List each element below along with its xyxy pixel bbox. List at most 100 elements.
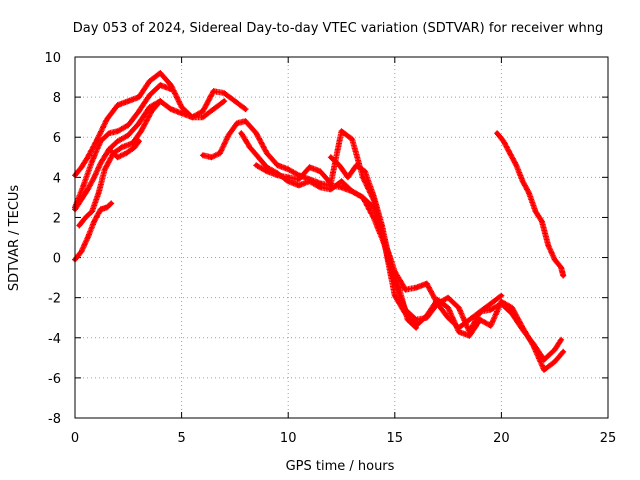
data-point [109, 201, 114, 206]
data-point [132, 145, 137, 150]
data-point [317, 169, 323, 174]
data-point [91, 219, 97, 224]
data-point [254, 163, 259, 168]
data-point [123, 151, 129, 156]
data-point [477, 309, 483, 314]
data-point [147, 78, 152, 84]
data-point [371, 193, 376, 198]
data-point [296, 177, 302, 182]
data-point [106, 147, 112, 152]
y-tick-label: -2 [48, 292, 61, 307]
data-point [286, 167, 291, 172]
data-point [136, 120, 142, 126]
data-point [494, 131, 500, 136]
data-point [499, 293, 504, 298]
y-tick-label: 2 [53, 211, 61, 226]
data-point [467, 317, 472, 322]
data-point [520, 179, 525, 184]
data-point [226, 133, 231, 138]
data-point [126, 133, 131, 138]
series-sat-j [327, 154, 420, 331]
chart-title: Day 053 of 2024, Sidereal Day-to-day VTE… [73, 21, 604, 36]
data-point [456, 329, 461, 334]
data-point [445, 295, 451, 300]
data-point [104, 116, 110, 122]
data-point [275, 163, 280, 168]
data-point [413, 285, 419, 290]
data-point [126, 122, 131, 128]
series-sat-e [76, 98, 164, 229]
data-point [243, 106, 248, 112]
y-tick-label: -4 [48, 332, 61, 347]
data-point [209, 155, 214, 160]
x-tick-label: 25 [600, 431, 617, 446]
data-point [456, 325, 461, 330]
data-point [388, 263, 393, 268]
data-point [264, 169, 270, 174]
data-point [79, 165, 84, 170]
series-sat-a [72, 70, 249, 179]
data-point [138, 129, 144, 134]
data-point [488, 301, 493, 306]
data-point [158, 82, 163, 88]
series-sat-k [494, 130, 567, 279]
data-point [392, 293, 397, 298]
data-point [222, 98, 227, 104]
x-tick-label: 15 [387, 431, 404, 446]
data-point [222, 90, 227, 96]
data-point [168, 106, 174, 112]
data-point [488, 323, 493, 328]
data-point [239, 131, 244, 136]
y-tick-label: -6 [48, 372, 61, 387]
y-tick-label: 4 [53, 171, 61, 186]
data-point [119, 145, 125, 150]
data-point [256, 155, 261, 160]
data-point [379, 223, 385, 228]
data-point [126, 98, 131, 104]
data-point [413, 325, 419, 330]
data-point [286, 175, 291, 180]
data-point [354, 163, 359, 168]
data-point [77, 223, 82, 228]
data-point [234, 120, 240, 126]
data-point [98, 207, 103, 212]
data-point [136, 139, 142, 144]
data-point [424, 313, 429, 318]
data-point [541, 367, 547, 373]
data-point [546, 243, 551, 248]
data-point [247, 145, 253, 150]
data-point [349, 189, 355, 194]
data-point [79, 197, 84, 202]
data-point [81, 183, 86, 188]
data-point [307, 179, 312, 184]
x-tick-label: 20 [493, 431, 510, 446]
data-point [509, 305, 515, 310]
data-point [149, 108, 154, 114]
series-sat-c [72, 98, 228, 213]
data-point [349, 137, 355, 142]
data-point [83, 215, 88, 220]
data-point [296, 183, 302, 188]
grid [75, 57, 608, 418]
data-point [104, 205, 110, 210]
data-point [396, 285, 402, 290]
plot-frame [74, 56, 609, 419]
data-point [520, 325, 525, 330]
data-point [200, 153, 206, 158]
data-point [558, 337, 564, 342]
data-point [362, 169, 368, 174]
data-point [158, 98, 163, 104]
data-point [552, 359, 557, 365]
data-point [317, 185, 323, 190]
data-point [328, 181, 334, 186]
data-point [211, 88, 216, 94]
data-point [98, 161, 103, 166]
x-axis-label: GPS time / hours [286, 459, 395, 474]
data-point [254, 131, 259, 136]
y-tick-label: 0 [53, 252, 61, 267]
data-point [337, 163, 342, 168]
data-point [424, 281, 429, 286]
y-tick-label: 8 [53, 91, 61, 106]
data-point [147, 92, 152, 98]
